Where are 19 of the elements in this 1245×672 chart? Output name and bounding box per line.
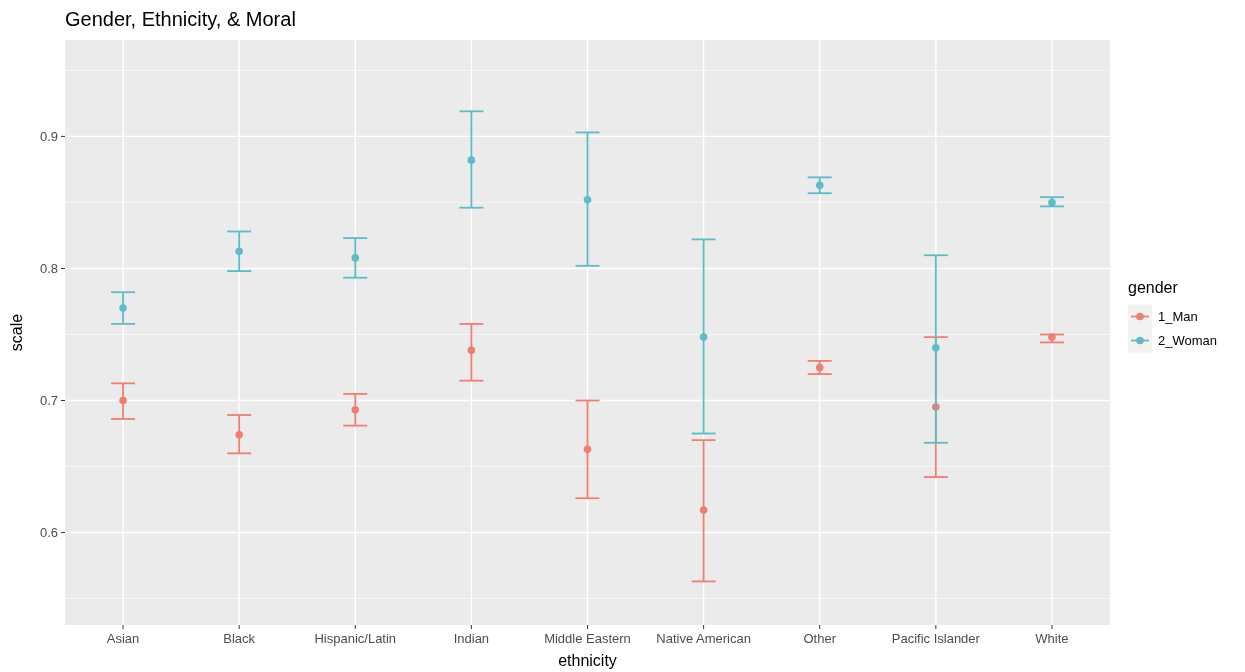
y-tick-label: 0.6 bbox=[39, 525, 58, 541]
y-tick-label: 0.8 bbox=[39, 261, 58, 276]
x-tick-label: Middle Eastern bbox=[544, 631, 631, 646]
x-axis-title: ethnicity bbox=[558, 652, 617, 669]
x-tick-label: Other bbox=[803, 631, 837, 646]
x-tick-label: Asian bbox=[106, 631, 140, 646]
legend-title: gender bbox=[1128, 278, 1179, 296]
y-tick-label: 0.9 bbox=[39, 128, 58, 144]
x-tick-label: Black bbox=[223, 631, 256, 646]
legend-label: 2_Woman bbox=[1158, 333, 1218, 349]
x-tick-label: Pacific Islander bbox=[891, 631, 981, 646]
legend-label: 1_Man bbox=[1158, 309, 1198, 325]
x-tick-label: White bbox=[1035, 631, 1069, 646]
y-tick-label: 0.7 bbox=[39, 393, 58, 409]
y-axis-title: scale bbox=[8, 313, 25, 352]
chart-title: Gender, Ethnicity, & Moral bbox=[65, 8, 296, 30]
x-tick-label: Native American bbox=[656, 631, 751, 646]
x-tick-label: Indian bbox=[453, 631, 490, 646]
x-tick-label: Hispanic/Latin bbox=[314, 631, 397, 646]
